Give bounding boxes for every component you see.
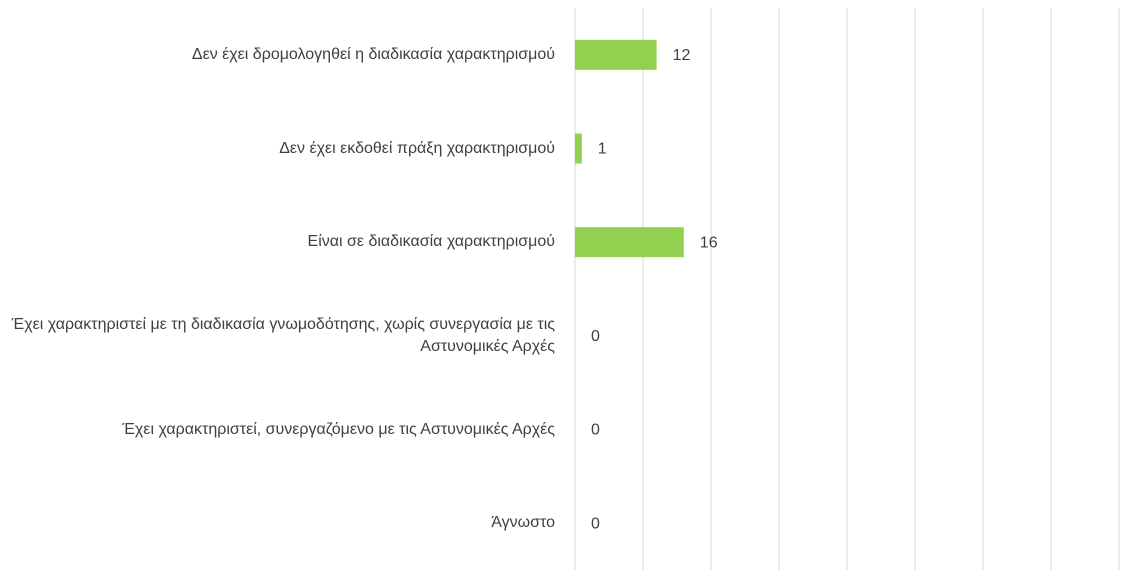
value-label: 0 bbox=[591, 328, 600, 345]
category-label: Δεν έχει εκδοθεί πράξη χαρακτηρισμού bbox=[279, 139, 555, 157]
category-label: Έχει χαρακτηριστεί, συνεργαζόμενο με τις… bbox=[122, 420, 555, 438]
category-label: Δεν έχει δρομολογηθεί η διαδικασία χαρακ… bbox=[191, 45, 555, 63]
value-label: 12 bbox=[673, 47, 691, 64]
bar bbox=[575, 133, 582, 164]
bar bbox=[575, 227, 684, 258]
value-label: 0 bbox=[591, 422, 600, 439]
bar bbox=[575, 39, 657, 70]
value-label: 0 bbox=[591, 515, 600, 532]
category-label: Είναι σε διαδικασία χαρακτηρισμού bbox=[307, 233, 555, 251]
value-label: 16 bbox=[700, 234, 718, 251]
value-label: 1 bbox=[598, 141, 607, 158]
category-label: Έχει χαρακτηριστεί με τη διαδικασία γνωμ… bbox=[11, 315, 555, 355]
category-label: Άγνωστο bbox=[491, 514, 555, 532]
